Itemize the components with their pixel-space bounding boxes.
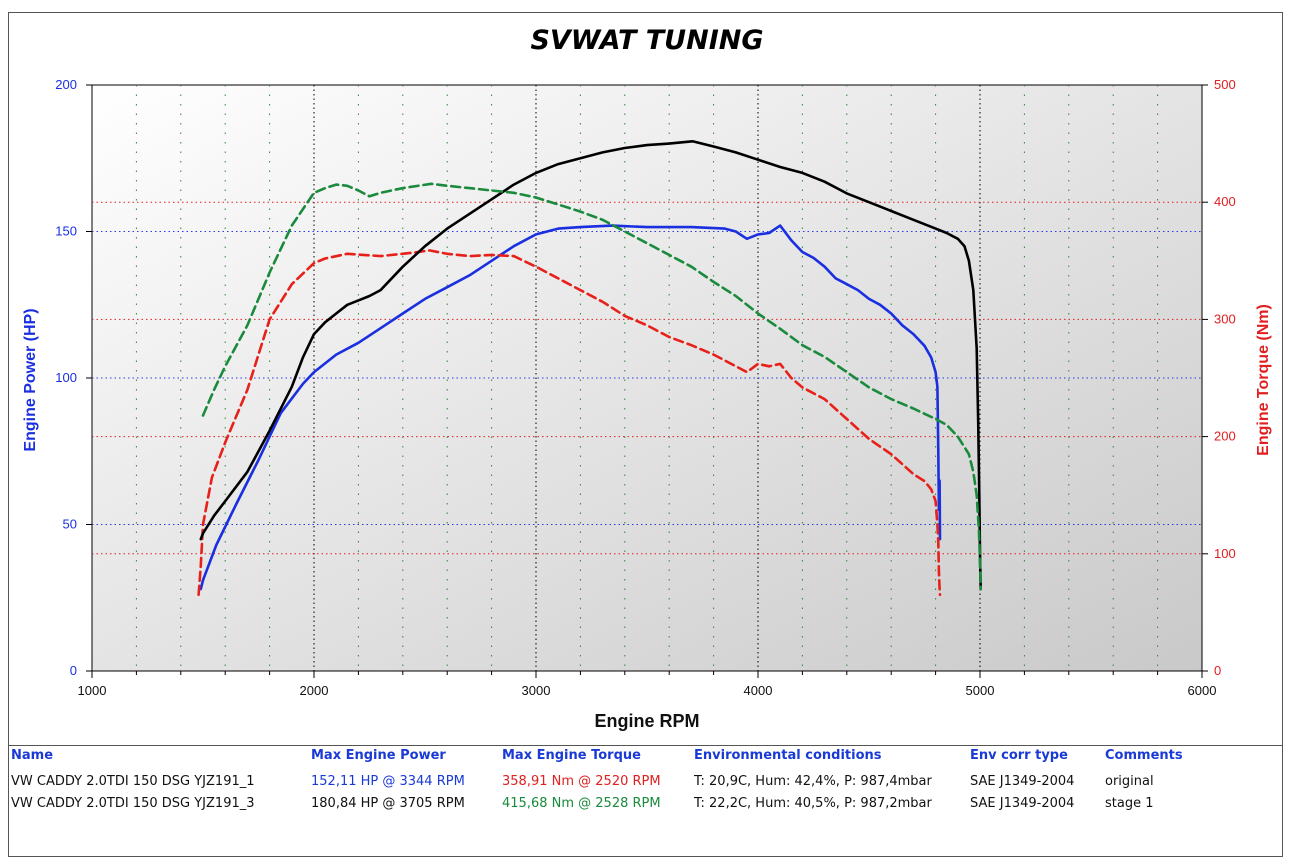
series-line-1 <box>197 249 942 597</box>
legend-comment: original <box>1105 774 1154 789</box>
legend-run-name: VW CADDY 2.0TDI 150 DSG YJZ191_1 <box>11 774 255 789</box>
legend-max-torque: 415,68 Nm @ 2528 RPM <box>502 796 661 811</box>
legend-header-name: Name <box>11 748 54 763</box>
legend-row-stage1: VW CADDY 2.0TDI 150 DSG YJZ191_3 180,84 … <box>9 794 1282 816</box>
x-tick-label: 3000 <box>522 683 551 698</box>
y-right-tick-label: 400 <box>1214 194 1236 209</box>
legend-max-power: 152,11 HP @ 3344 RPM <box>311 774 465 789</box>
y-right-tick-label: 200 <box>1214 429 1236 444</box>
y-right-tick-label: 0 <box>1214 663 1221 678</box>
y-left-tick-label: 50 <box>63 517 77 532</box>
x-tick-label: 6000 <box>1188 683 1217 698</box>
y-left-tick-label: 200 <box>55 77 77 92</box>
legend-header-corr: Env corr type <box>970 748 1068 763</box>
legend-env-corr: SAE J1349-2004 <box>970 796 1075 811</box>
dyno-chart: 1000 2000 3000 4000 5000 60000501001502000100… <box>22 25 1272 731</box>
chart-title: SVWAT TUNING <box>530 25 763 56</box>
y-left-tick-label: 150 <box>55 224 77 239</box>
y-axis-right-label: Engine Torque (Nm) <box>1255 304 1272 456</box>
x-tick-label: 5000 <box>966 683 995 698</box>
legend-env-conditions: T: 22,2C, Hum: 40,5%, P: 987,2mbar <box>694 796 932 811</box>
y-right-tick-label: 100 <box>1214 546 1236 561</box>
x-tick-label: 2000 <box>300 683 329 698</box>
legend-header-power: Max Engine Power <box>311 748 446 763</box>
series-line-3 <box>201 182 983 591</box>
y-right-tick-label: 300 <box>1214 311 1236 326</box>
legend-table: Name Max Engine Power Max Engine Torque … <box>9 745 1282 816</box>
legend-run-name: VW CADDY 2.0TDI 150 DSG YJZ191_3 <box>11 796 255 811</box>
legend-header-torque: Max Engine Torque <box>502 748 641 763</box>
legend-env-conditions: T: 20,9C, Hum: 42,4%, P: 987,4mbar <box>694 774 932 789</box>
y-right-tick-label: 500 <box>1214 77 1236 92</box>
legend-env-corr: SAE J1349-2004 <box>970 774 1075 789</box>
legend-header-row: Name Max Engine Power Max Engine Torque … <box>9 746 1282 768</box>
legend-comment: stage 1 <box>1105 796 1154 811</box>
y-left-tick-label: 100 <box>55 370 77 385</box>
legend-header-comments: Comments <box>1105 748 1183 763</box>
series-line-2 <box>199 140 983 591</box>
legend-max-power: 180,84 HP @ 3705 RPM <box>311 796 465 811</box>
y-axis-left-label: Engine Power (HP) <box>22 308 39 451</box>
legend-max-torque: 358,91 Nm @ 2520 RPM <box>502 774 661 789</box>
x-axis-label: Engine RPM <box>594 711 699 731</box>
legend-header-env: Environmental conditions <box>694 748 882 763</box>
y-left-tick-label: 0 <box>70 663 77 678</box>
x-tick-label: 1000 <box>78 683 107 698</box>
series-line-0 <box>199 224 942 591</box>
x-tick-label: 4000 <box>744 683 773 698</box>
legend-row-original: VW CADDY 2.0TDI 150 DSG YJZ191_1 152,11 … <box>9 772 1282 794</box>
